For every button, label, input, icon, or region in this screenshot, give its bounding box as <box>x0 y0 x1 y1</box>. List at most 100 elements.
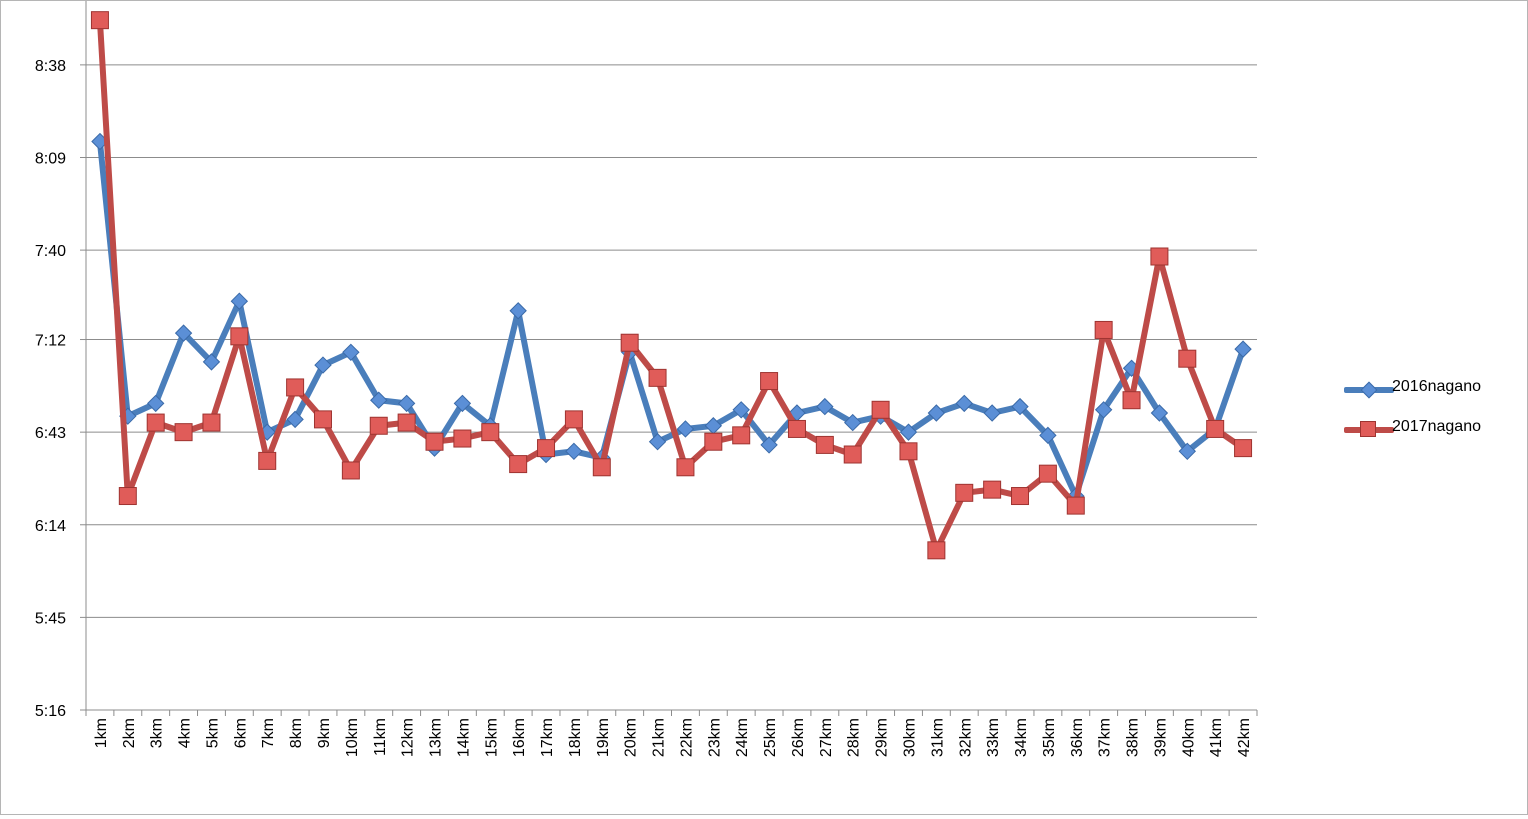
x-tick-label: 34km <box>1013 718 1030 757</box>
data-point-square <box>174 423 193 442</box>
x-tick-label: 2km <box>121 718 138 748</box>
y-tick-label: 6:43 <box>35 425 66 442</box>
data-point-square <box>760 372 779 391</box>
x-tick-label: 37km <box>1097 718 1114 757</box>
data-point-diamond <box>342 343 360 362</box>
x-tick-label: 10km <box>344 718 361 757</box>
data-point-square <box>871 400 890 419</box>
data-point-diamond <box>509 302 527 320</box>
x-tick-label: 30km <box>901 718 918 757</box>
data-point-diamond <box>1011 397 1029 416</box>
data-point-diamond <box>202 353 221 371</box>
data-point-square <box>843 445 862 464</box>
data-point-square <box>230 327 249 346</box>
x-tick-label: 17km <box>539 718 556 757</box>
data-point-diamond <box>453 394 472 413</box>
x-tick-label: 40km <box>1180 718 1197 757</box>
x-tick-label: 13km <box>428 718 445 757</box>
x-tick-label: 21km <box>651 718 668 757</box>
data-point-diamond <box>1039 426 1057 445</box>
x-tick-label: 41km <box>1208 718 1225 757</box>
x-tick-label: 4km <box>177 718 194 748</box>
data-point-diamond <box>314 356 332 374</box>
data-point-square <box>118 487 137 506</box>
x-tick-label: 28km <box>846 718 863 757</box>
gridlines <box>86 64 1257 618</box>
axes <box>80 1 1258 716</box>
data-point-square <box>1094 320 1113 339</box>
data-point-square <box>1011 487 1030 506</box>
data-point-square <box>732 426 751 445</box>
y-tick-label: 5:45 <box>35 610 66 627</box>
x-tick-label: 25km <box>762 718 779 757</box>
data-point-square <box>927 541 946 560</box>
x-tick-label: 33km <box>985 718 1002 757</box>
diamond-marker-icon <box>1360 381 1378 399</box>
x-tick-labels: 1km 2km 3km 4km 5km 6km 7km 8km 9km 10km 11km 12km 1… <box>93 718 1253 757</box>
x-tick-label: 3km <box>149 718 166 748</box>
x-tick-label: 9km <box>316 718 333 748</box>
data-point-square <box>1038 464 1057 483</box>
y-tick-label: 6:14 <box>35 518 66 535</box>
x-tick-label: 31km <box>929 718 946 757</box>
data-point-diamond <box>676 420 695 438</box>
data-point-square <box>1066 496 1085 515</box>
data-point-square <box>564 410 583 429</box>
data-point-diamond <box>370 391 388 409</box>
data-point-square <box>676 458 695 477</box>
legend-entry-2016: 2016nagano <box>1344 373 1524 413</box>
data-point-square <box>704 432 723 451</box>
data-point-square <box>787 419 806 438</box>
square-marker-icon <box>1360 421 1376 437</box>
x-tick-label: 38km <box>1125 718 1142 757</box>
data-point-square <box>1234 439 1253 458</box>
x-tick-label: 26km <box>790 718 807 757</box>
data-point-diamond <box>732 401 750 419</box>
x-tick-label: 39km <box>1152 718 1169 757</box>
data-point-square <box>1206 419 1225 438</box>
data-point-square <box>1150 247 1169 266</box>
data-point-square <box>1122 391 1141 410</box>
x-tick-label: 35km <box>1041 718 1058 757</box>
x-tick-label: 12km <box>400 718 417 757</box>
series <box>90 11 1253 560</box>
x-tick-label: 32km <box>957 718 974 757</box>
data-point-square <box>955 483 974 502</box>
data-point-diamond <box>816 397 834 416</box>
data-point-diamond <box>1178 442 1197 461</box>
x-tick-label: 22km <box>678 718 695 757</box>
data-point-diamond <box>760 436 778 454</box>
data-point-square <box>1178 349 1197 368</box>
data-point-diamond <box>955 394 973 413</box>
data-point-square <box>453 429 472 448</box>
x-tick-label: 18km <box>567 718 584 757</box>
x-tick-label: 5km <box>204 718 221 748</box>
data-point-diamond <box>1094 401 1113 419</box>
legend: 2016nagano 2017nagano <box>1344 373 1524 453</box>
data-point-square <box>202 413 221 432</box>
data-point-diamond <box>146 394 165 413</box>
data-point-diamond <box>1234 340 1252 358</box>
x-tick-label: 23km <box>706 718 723 757</box>
data-point-diamond <box>230 292 249 310</box>
y-tick-label: 7:40 <box>35 243 66 260</box>
data-point-square <box>899 442 918 461</box>
data-point-square <box>509 455 528 474</box>
x-tick-label: 7km <box>260 718 277 748</box>
data-point-diamond <box>1150 404 1169 422</box>
data-point-square <box>258 451 277 470</box>
legend-label-2016: 2016nagano <box>1392 378 1481 395</box>
data-point-square <box>481 423 500 442</box>
data-point-diamond <box>174 324 193 342</box>
data-point-diamond <box>648 433 667 451</box>
y-tick-label: 8:38 <box>35 58 66 75</box>
data-point-square <box>592 458 611 477</box>
x-tick-label: 14km <box>455 718 472 757</box>
data-point-square <box>341 461 360 480</box>
data-point-square <box>146 413 165 432</box>
x-tick-label: 6km <box>232 718 249 748</box>
data-point-square <box>815 435 834 454</box>
data-point-diamond <box>927 404 946 422</box>
